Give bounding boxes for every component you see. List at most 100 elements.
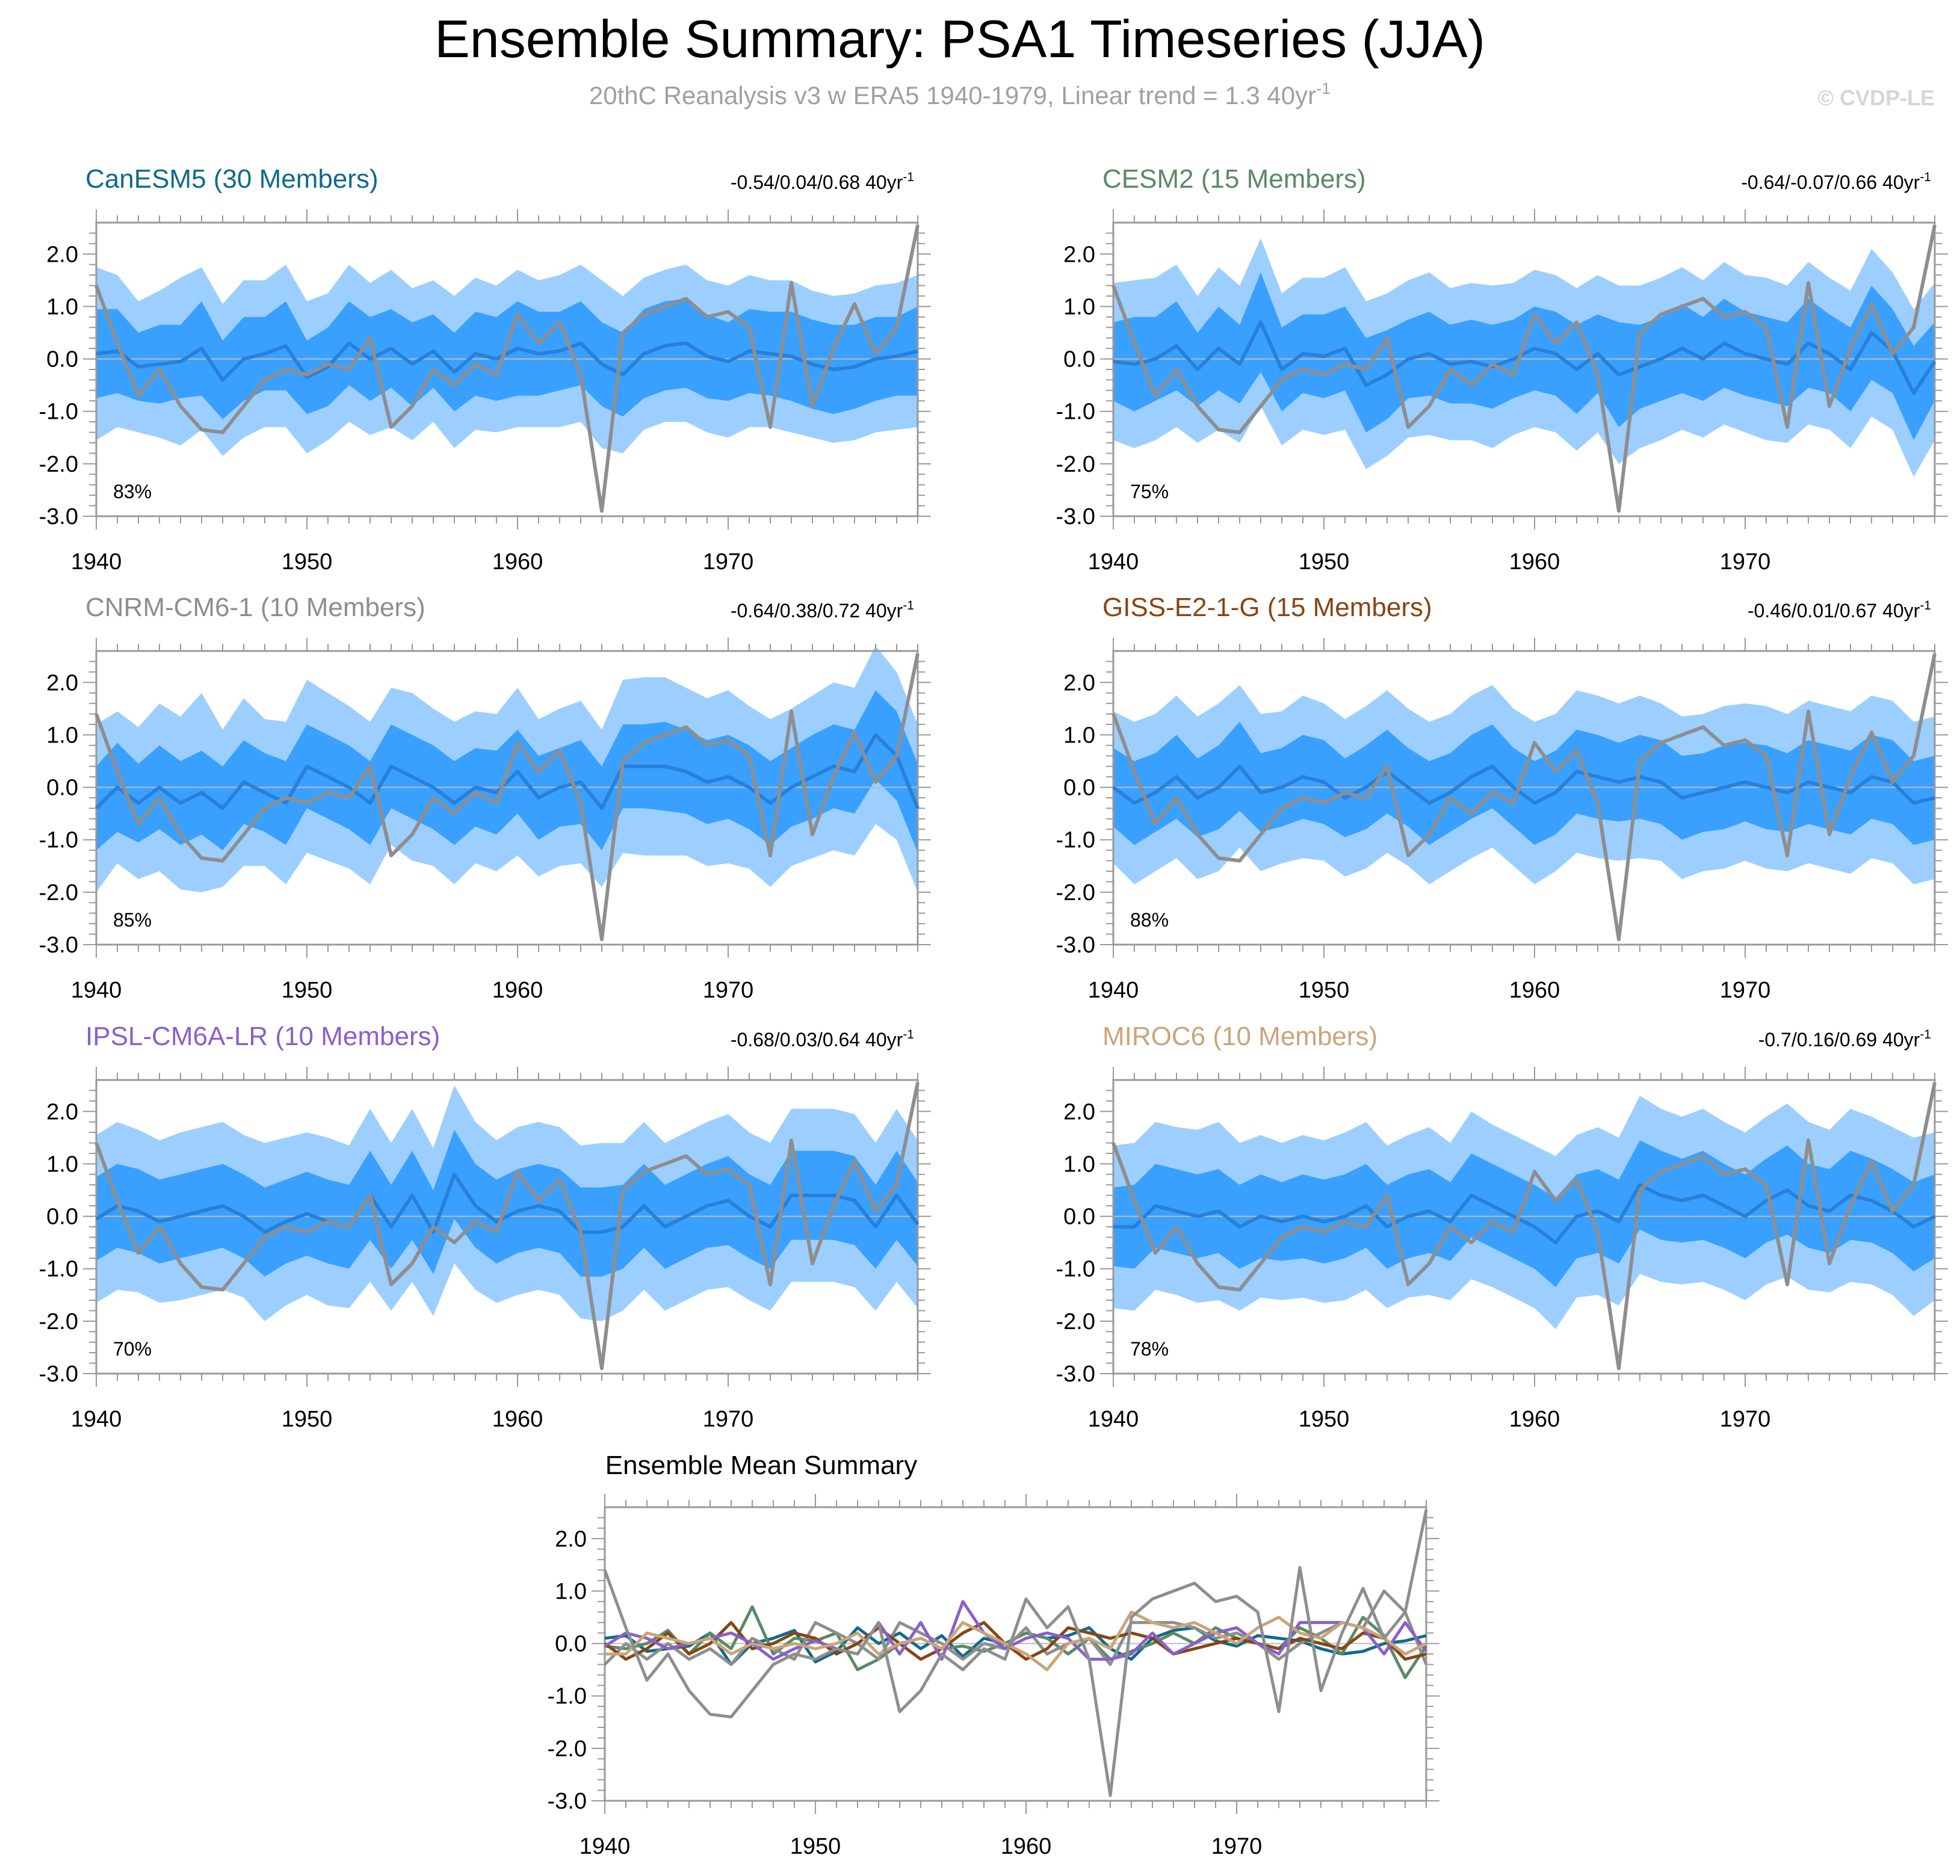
panel-3-ytick-label: -1.0	[39, 828, 78, 853]
panel-4-ytick-label: -3.0	[1056, 933, 1095, 958]
summary-ytick-label: 1.0	[555, 1579, 587, 1604]
summary-ytick-label: 2.0	[555, 1526, 587, 1552]
panel-1-ytick-label: -2.0	[39, 452, 78, 477]
panel-5-ytick-label: 2.0	[46, 1099, 78, 1125]
summary-xtick-label: 1950	[790, 1834, 841, 1859]
panel-1-trend-label: -0.54/0.04/0.68 40yr-1	[731, 170, 914, 193]
panel-2-percent-label: 75%	[1130, 481, 1169, 502]
panel-1-xtick-label: 1950	[282, 549, 333, 575]
panel-3-ytick-label: -2.0	[39, 880, 78, 906]
panel-6-trend-superscript: -1	[1920, 1028, 1931, 1041]
panel-5-xtick-label: 1960	[492, 1407, 543, 1432]
summary-line-3	[604, 1589, 1428, 1666]
panel-4-trend-label: -0.46/0.01/0.67 40yr-1	[1748, 599, 1931, 622]
panel-5-ytick-label: -3.0	[39, 1362, 78, 1387]
panel-6-ytick-label: 0.0	[1063, 1205, 1095, 1230]
panel-6-band-inner	[1113, 1140, 1935, 1288]
panel-4-trend-text: -0.46/0.01/0.67 40yr	[1748, 600, 1920, 622]
panel-4: 1940 1950 1960 1970 2.0 1.0 0.0 -1.0 -2.0 -3.0 GIS…	[1056, 593, 1948, 1003]
panel-2-ytick-label: -1.0	[1056, 400, 1095, 425]
panel-5-ytick-label: 1.0	[46, 1152, 78, 1177]
panel-6-observation-line	[1111, 1082, 1937, 1371]
panel-2-trend-superscript: -1	[1920, 170, 1931, 184]
panel-1-ytick-label: 0.0	[46, 347, 78, 372]
panel-6-ensemble-mean-line	[1113, 1183, 1936, 1245]
panel-5-ytick-label: -1.0	[39, 1257, 78, 1282]
panel-4-ytick-label: 2.0	[1063, 670, 1095, 696]
panel-6-trend-label: -0.7/0.16/0.69 40yr-1	[1758, 1028, 1931, 1051]
panel-2-trend-text: -0.64/-0.07/0.66 40yr	[1741, 171, 1920, 193]
panel-1-percent-label: 83%	[113, 481, 152, 502]
summary-line-6	[605, 1610, 1427, 1671]
panel-6-ytick-label: -3.0	[1056, 1362, 1095, 1387]
figure-subtitle: 20thC Reanalysis v3 w ERA5 1940-1979, Li…	[589, 79, 1331, 110]
panel-5-trend-text: -0.68/0.03/0.64 40yr	[731, 1029, 903, 1051]
panel-4-model-title: GISS-E2-1-G (15 Members)	[1102, 593, 1432, 622]
panel-1-model-title: CanESM5 (30 Members)	[85, 164, 379, 194]
panel-2-ytick-label: -2.0	[1056, 452, 1095, 477]
panel-6-percent-label: 78%	[1130, 1338, 1169, 1360]
panel-6-xtick-label: 1960	[1509, 1407, 1560, 1432]
panel-5-ytick-label: -2.0	[39, 1309, 78, 1334]
panel-5-model-title: IPSL-CM6A-LR (10 Members)	[85, 1022, 440, 1051]
panel-3-ytick-label: -3.0	[39, 933, 78, 958]
panel-6: 1940 1950 1960 1970 2.0 1.0 0.0 -1.0 -2.0 -3.0 MIR…	[1056, 1022, 1948, 1432]
panel-2-model-title: CESM2 (15 Members)	[1102, 164, 1366, 194]
panel-3-percent-label: 85%	[113, 909, 152, 931]
panel-3-trend-superscript: -1	[903, 599, 914, 612]
panel-6-xtick-label: 1940	[1088, 1407, 1139, 1432]
panel-4-xtick-label: 1950	[1299, 978, 1350, 1003]
panel-3-trend-label: -0.64/0.38/0.72 40yr-1	[731, 599, 914, 622]
panel-6-ytick-label: 2.0	[1063, 1099, 1095, 1125]
panel-5-xtick-label: 1950	[282, 1407, 333, 1432]
summary-ytick-label: -3.0	[548, 1789, 587, 1814]
subtitle-superscript: -1	[1316, 79, 1331, 97]
panel-3-trend-text: -0.64/0.38/0.72 40yr	[731, 600, 903, 622]
watermark: © CVDP-LE	[1817, 85, 1935, 110]
panel-3-xtick-label: 1960	[492, 978, 543, 1003]
panel-5: 1940 1950 1960 1970 2.0 1.0 0.0 -1.0 -2.0 -3.0 IPS…	[39, 1022, 931, 1432]
panel-3-xtick-label: 1940	[71, 978, 122, 1003]
panel-2-trend-label: -0.64/-0.07/0.66 40yr-1	[1741, 170, 1931, 193]
panel-6-trend-text: -0.7/0.16/0.69 40yr	[1758, 1029, 1920, 1051]
panel-4-observation-line	[1111, 653, 1937, 942]
panel-1-ytick-label: -3.0	[39, 504, 78, 529]
panel-1-ytick-label: -1.0	[39, 400, 78, 425]
panel-4-ytick-label: -1.0	[1056, 828, 1095, 853]
panel-2-xtick-label: 1950	[1299, 549, 1350, 575]
summary-xtick-label: 1940	[580, 1834, 631, 1859]
panel-1-xtick-label: 1970	[703, 549, 754, 575]
panel-1-xtick-label: 1960	[492, 549, 543, 575]
panel-6-model-title: MIROC6 (10 Members)	[1102, 1022, 1377, 1051]
panel-4-percent-label: 88%	[1130, 909, 1169, 931]
summary-ytick-label: -1.0	[548, 1684, 587, 1709]
panel-5-ytick-label: 0.0	[46, 1205, 78, 1230]
panel-3-model-title: CNRM-CM6-1 (10 Members)	[85, 593, 425, 622]
figure-title: Ensemble Summary: PSA1 Timeseries (JJA)	[434, 9, 1485, 69]
panel-3-xtick-label: 1970	[703, 978, 754, 1003]
summary-xtick-label: 1960	[1001, 1834, 1052, 1859]
panel-2-observation-line	[1111, 224, 1937, 513]
panel-1-ytick-label: 2.0	[46, 242, 78, 267]
panel-4-xtick-label: 1940	[1088, 978, 1139, 1003]
panel-1: 1940 1950 1960 1970 2.0 1.0 0.0 -1.0 -2.0 -3.0 Can…	[39, 164, 931, 575]
summary-ytick-label: 0.0	[555, 1632, 587, 1657]
summary-ytick-label: -2.0	[548, 1736, 587, 1762]
panels-container: 1940 1950 1960 1970 2.0 1.0 0.0 -1.0 -2.0 -3.0 Can…	[39, 164, 1948, 1432]
panel-3: 1940 1950 1960 1970 2.0 1.0 0.0 -1.0 -2.0 -3.0 CNR…	[39, 593, 931, 1003]
panel-1-xtick-label: 1940	[71, 549, 122, 575]
panel-4-ytick-label: 0.0	[1063, 776, 1095, 801]
panel-2-ytick-label: 0.0	[1063, 347, 1095, 372]
panel-1-trend-superscript: -1	[903, 170, 914, 184]
ensemble-mean-summary: Ensemble Mean Summary 1940 1950 1960 1970 2.0…	[548, 1451, 1439, 1859]
panel-4-band-inner	[1113, 721, 1935, 845]
subtitle-text: 20thC Reanalysis v3 w ERA5 1940-1979, Li…	[589, 81, 1316, 110]
panel-2-ytick-label: 2.0	[1063, 242, 1095, 267]
panel-5-trend-label: -0.68/0.03/0.64 40yr-1	[731, 1028, 914, 1051]
panel-3-ytick-label: 0.0	[46, 776, 78, 801]
panel-6-ytick-label: 1.0	[1063, 1152, 1095, 1177]
panel-4-ytick-label: -2.0	[1056, 880, 1095, 906]
panel-4-trend-superscript: -1	[1920, 599, 1931, 612]
panel-6-ytick-label: -1.0	[1056, 1257, 1095, 1282]
